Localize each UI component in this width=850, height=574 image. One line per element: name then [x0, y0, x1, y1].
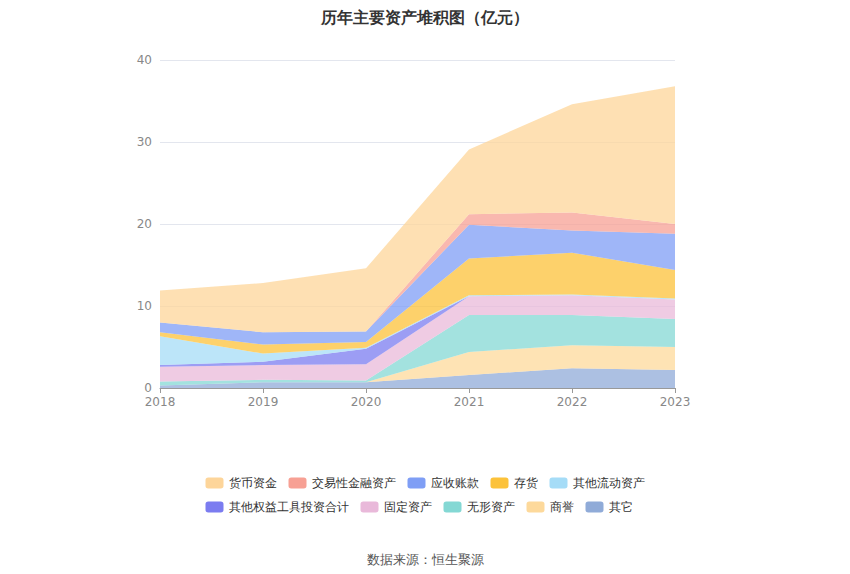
- svg-text:10: 10: [137, 299, 152, 313]
- svg-text:存货: 存货: [514, 476, 538, 490]
- svg-text:数据来源：恒生聚源: 数据来源：恒生聚源: [367, 552, 484, 567]
- svg-text:0: 0: [144, 381, 152, 395]
- svg-text:30: 30: [137, 135, 152, 149]
- svg-text:40: 40: [137, 53, 152, 67]
- svg-text:2019: 2019: [248, 395, 279, 409]
- svg-text:2018: 2018: [145, 395, 176, 409]
- svg-text:2021: 2021: [454, 395, 485, 409]
- svg-text:其他流动资产: 其他流动资产: [573, 476, 645, 490]
- svg-text:历年主要资产堆积图（亿元）: 历年主要资产堆积图（亿元）: [320, 8, 529, 27]
- svg-text:货币资金: 货币资金: [229, 476, 277, 490]
- svg-text:其他权益工具投资合计: 其他权益工具投资合计: [229, 500, 349, 514]
- svg-text:交易性金融资产: 交易性金融资产: [312, 476, 396, 490]
- svg-text:2023: 2023: [660, 395, 691, 409]
- svg-text:商誉: 商誉: [550, 500, 574, 514]
- svg-text:2020: 2020: [351, 395, 382, 409]
- svg-text:2022: 2022: [557, 395, 588, 409]
- svg-text:其它: 其它: [609, 500, 633, 514]
- svg-text:无形资产: 无形资产: [467, 500, 515, 514]
- svg-text:20: 20: [137, 217, 152, 231]
- svg-text:固定资产: 固定资产: [384, 500, 432, 514]
- svg-text:应收账款: 应收账款: [431, 476, 479, 490]
